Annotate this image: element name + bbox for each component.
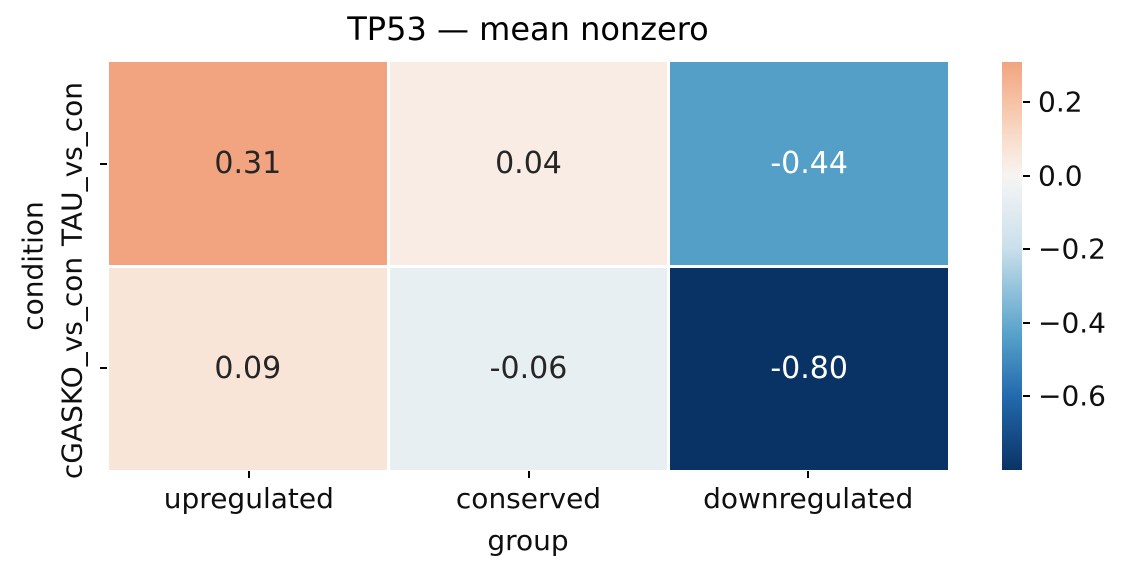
heatmap-cell: 0.31 <box>109 62 387 265</box>
y-tick-label: TAU_vs_con <box>55 81 89 247</box>
colorbar-tick-label: 0.2 <box>1038 85 1083 119</box>
heatmap-cell: 0.04 <box>389 62 668 265</box>
x-tick-label: downregulated <box>703 482 914 515</box>
x-tick-label: conserved <box>455 482 602 515</box>
heatmap-grid: 0.31 0.04 -0.44 0.09 -0.06 -0.80 <box>109 62 948 470</box>
y-tick-label: cGASKO_vs_con <box>55 256 89 480</box>
x-tick-mark <box>247 471 250 478</box>
x-tick-mark <box>807 471 810 478</box>
colorbar-tick-mark <box>1023 174 1030 177</box>
colorbar-tick-mark <box>1023 395 1030 398</box>
y-axis-label: condition <box>16 201 50 331</box>
y-tick-mark <box>100 163 107 165</box>
heatmap-cell: 0.09 <box>109 267 387 470</box>
colorbar <box>1002 62 1022 470</box>
colorbar-tick-label: 0.0 <box>1038 159 1083 193</box>
x-axis-label: group <box>487 524 569 557</box>
colorbar-tick-mark <box>1023 101 1030 104</box>
y-tick-mark <box>100 367 107 369</box>
colorbar-tick-mark <box>1023 248 1030 251</box>
x-tick-label: upregulated <box>163 482 334 515</box>
colorbar-tick-mark <box>1023 321 1030 324</box>
colorbar-tick-label: −0.2 <box>1038 232 1106 266</box>
x-tick-mark <box>527 471 530 478</box>
colorbar-tick-label: −0.6 <box>1038 379 1106 413</box>
heatmap-cell: -0.44 <box>670 62 948 265</box>
chart-title: TP53 — mean nonzero <box>347 10 709 48</box>
heatmap-cell: -0.06 <box>389 267 668 470</box>
colorbar-tick-label: −0.4 <box>1038 306 1106 340</box>
heatmap-cell: -0.80 <box>670 267 948 470</box>
